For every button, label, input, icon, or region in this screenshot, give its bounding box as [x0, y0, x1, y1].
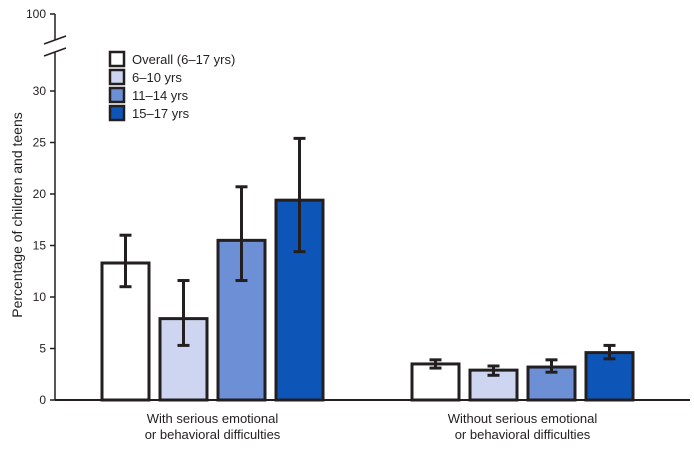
legend-swatch	[108, 50, 126, 68]
y-tick-label: 5	[39, 342, 46, 356]
y-tick-label: 0	[39, 393, 46, 407]
axis-break-mark	[43, 35, 67, 45]
x-category-label: Without serious emotional	[448, 411, 598, 426]
x-category-label: With serious emotional	[147, 411, 279, 426]
x-category-label: or behavioral difficulties	[145, 427, 281, 442]
legend-label: 11–14 yrs	[132, 88, 189, 103]
legend-swatch	[108, 104, 126, 122]
axis-break-mark	[43, 47, 67, 57]
legend-swatch	[108, 68, 126, 86]
y-tick-label: 30	[33, 84, 47, 98]
y-tick-label: 100	[26, 7, 46, 21]
legend-label: Overall (6–17 yrs)	[132, 52, 235, 67]
y-axis-label: Percentage of children and teens	[9, 112, 25, 317]
bar	[100, 261, 151, 402]
legend-label: 15–17 yrs	[132, 106, 190, 121]
y-tick-label: 10	[33, 290, 47, 304]
legend-label: 6–10 yrs	[132, 70, 182, 85]
legend-swatch	[108, 86, 126, 104]
y-tick-label: 20	[33, 187, 47, 201]
y-tick-label: 15	[33, 239, 47, 253]
y-tick-label: 25	[33, 136, 47, 150]
x-category-label: or behavioral difficulties	[455, 427, 591, 442]
